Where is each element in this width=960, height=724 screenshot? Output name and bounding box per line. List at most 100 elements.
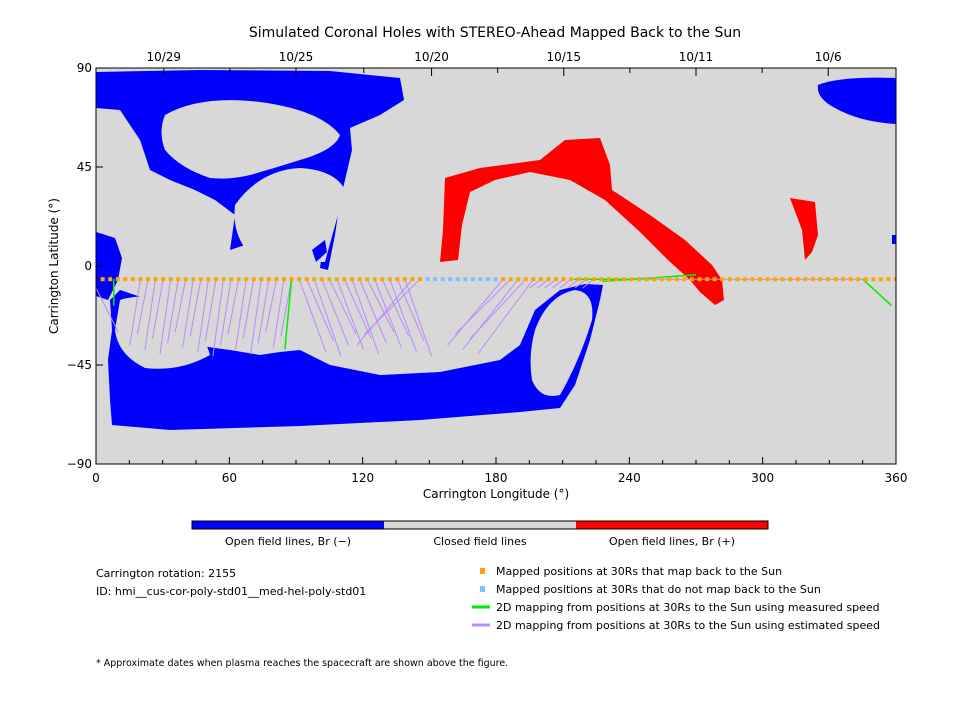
estimated-speed-mapping-line — [469, 278, 527, 339]
mapped-position-point — [523, 277, 528, 282]
mapped-position-point — [644, 277, 649, 282]
estimated-speed-mapping-line — [204, 279, 217, 341]
mapped-position-point — [198, 277, 203, 282]
estimated-speed-mapping-line — [313, 279, 342, 357]
estimated-speed-mapping-line — [227, 279, 240, 335]
chart-title: Simulated Coronal Holes with STEREO-Ahea… — [249, 25, 741, 41]
estimated-speed-mapping-line — [447, 278, 504, 346]
mapped-position-point — [856, 277, 861, 282]
mapped-position-point — [750, 277, 755, 282]
unmapped-position-point — [470, 277, 475, 282]
mapped-position-point — [727, 277, 732, 282]
estimated-speed-mapping-line — [351, 279, 380, 355]
closed-region — [161, 100, 340, 179]
mapped-position-point — [758, 277, 762, 282]
estimated-speed-mapping-line — [364, 278, 421, 335]
coronal-hole-positive — [440, 138, 724, 305]
mapped-position-point — [214, 277, 218, 282]
x-axis-label: Carrington Longitude (°) — [423, 487, 569, 501]
mapped-position-point — [229, 277, 234, 282]
coronal-hole-negative-northeast — [817, 77, 896, 124]
estimated-speed-mapping-line — [136, 279, 149, 335]
mapped-position-point — [516, 277, 521, 282]
estimated-speed-mapping-line — [257, 279, 270, 344]
closed-region — [530, 290, 593, 396]
legend-label: Mapped positions at 30Rs that do not map… — [496, 583, 821, 596]
unmapped-position-point — [448, 277, 453, 282]
unmapped-position-point — [425, 277, 430, 282]
estimated-speed-mapping-line — [235, 279, 247, 350]
mapped-position-point — [168, 277, 173, 282]
mapped-position-point — [289, 277, 294, 282]
estimated-speed-mapping-line — [336, 279, 365, 350]
mapped-position-point — [327, 277, 332, 282]
mapped-position-point — [402, 277, 407, 282]
mapped-position-point — [848, 277, 853, 282]
date-tick-label: 10/20 — [414, 50, 449, 64]
mapped-position-point — [319, 277, 324, 282]
measured-speed-mapping-line — [284, 279, 293, 350]
y-tick-label: 90 — [77, 61, 92, 75]
mapped-position-point — [546, 277, 551, 282]
mapped-position-point — [742, 277, 747, 282]
mapped-position-point — [705, 277, 710, 282]
estimated-speed-mapping-line — [356, 278, 413, 346]
model-id: ID: hmi__cus-cor-poly-std01__med-hel-pol… — [96, 585, 366, 598]
mapped-position-point — [682, 277, 687, 282]
colorbar-frame — [191, 520, 769, 530]
mapped-position-point — [410, 277, 415, 282]
mapped-position-point — [501, 277, 506, 282]
date-tick-label: 10/25 — [279, 50, 314, 64]
mapped-position-point — [146, 277, 150, 282]
x-tick-label: 300 — [751, 471, 774, 485]
mapped-position-point — [576, 277, 581, 282]
mapped-position-point — [418, 277, 422, 282]
mapped-position-point — [282, 277, 286, 282]
mapped-position-point — [108, 277, 113, 282]
mapped-position-point — [508, 277, 513, 282]
estimated-speed-mapping-line — [272, 279, 285, 348]
mapped-position-point — [795, 277, 800, 282]
mapped-position-point — [622, 277, 626, 282]
legend-label: 2D mapping from positions at 30Rs to the… — [496, 601, 880, 614]
estimated-speed-mapping-line — [389, 279, 417, 352]
mapped-position-point — [599, 277, 604, 282]
coronal-hole-positive-small — [790, 198, 818, 260]
y-tick-label: −90 — [67, 457, 92, 471]
mapped-position-point — [720, 277, 725, 282]
unmapped-position-point — [463, 277, 468, 282]
carrington-rotation: Carrington rotation: 2155 — [96, 567, 236, 580]
mapped-position-point — [788, 277, 793, 282]
mapped-position-point — [614, 277, 619, 282]
mapped-position-point — [176, 277, 181, 282]
mapped-position-point — [667, 277, 672, 282]
coronal-hole-negative-small — [96, 232, 122, 300]
mapped-position-point — [342, 277, 347, 282]
mapped-position-point — [652, 277, 657, 282]
mapped-position-point — [244, 277, 249, 282]
date-tick-label: 10/29 — [146, 50, 181, 64]
mapped-position-point — [100, 277, 105, 282]
mapped-position-point — [161, 277, 166, 282]
axes: 0 60 120 180 240 300 360 90 45 0 −45 −90 10/29 10/25 1… — [67, 50, 908, 485]
estimated-speed-mapping-line — [280, 279, 293, 337]
mapped-position-point — [251, 277, 256, 282]
measured-speed-mapping-line — [96, 279, 97, 283]
legend: Mapped positions at 30Rs that map back t… — [472, 565, 880, 632]
estimated-speed-mapping-line — [219, 279, 232, 346]
mapped-position-point — [387, 277, 392, 282]
mapped-position-point — [863, 277, 868, 282]
mapped-position-point — [130, 277, 135, 282]
mapped-position-point — [606, 277, 611, 282]
mapped-position-point — [266, 277, 271, 282]
mapped-position-point — [871, 277, 876, 282]
colorbar-label: Closed field lines — [433, 535, 527, 548]
mapped-position-point — [765, 277, 770, 282]
mapped-position-point — [584, 277, 589, 282]
mapped-position-point — [818, 277, 823, 282]
mapped-position-point — [554, 277, 558, 282]
unmapped-position-point — [440, 277, 445, 282]
legend-marker-square — [480, 568, 485, 574]
estimated-speed-mapping-line — [477, 278, 534, 355]
